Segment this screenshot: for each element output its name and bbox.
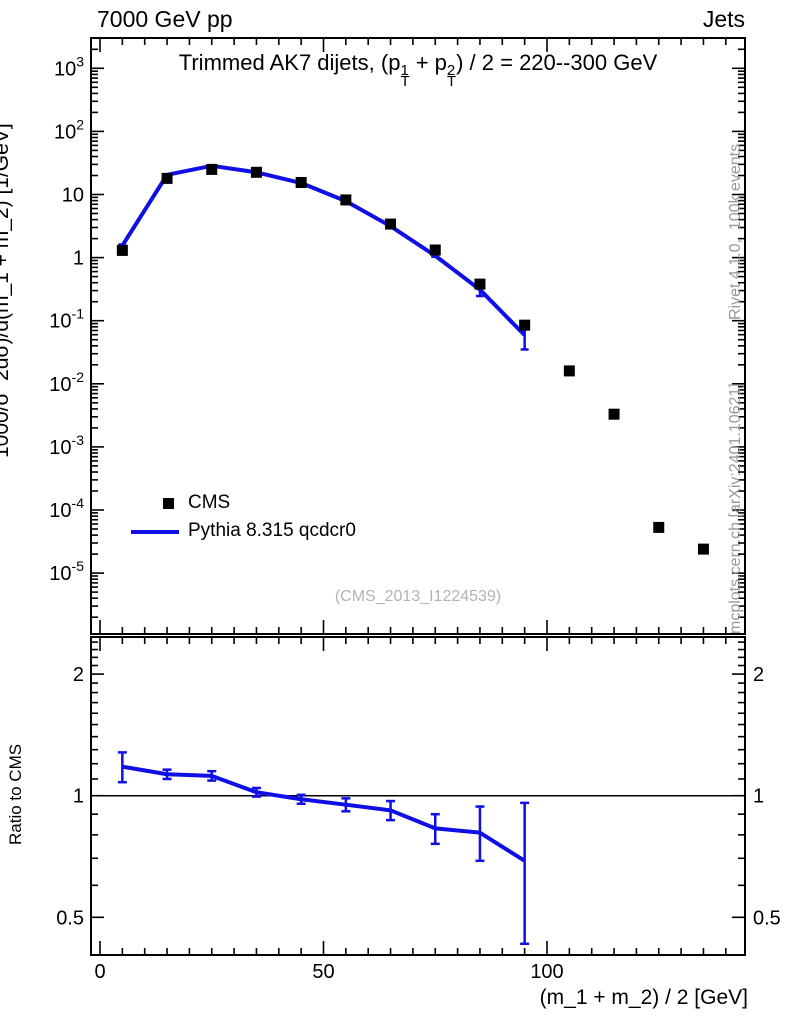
rivet-version-label: Rivet 4.1.0, 100k events: [727, 143, 744, 320]
y-axis-label-main: 1000/σ 2dσ)/d(m_1 + m_2) [1/GeV]: [0, 123, 13, 458]
svg-text:0: 0: [94, 961, 105, 983]
svg-text:2: 2: [73, 664, 84, 686]
cms-data-point: [474, 278, 486, 290]
svg-text:102: 102: [54, 116, 84, 143]
analysis-group-label: Jets: [702, 6, 745, 32]
pythia-line: [120, 163, 527, 337]
svg-text:1: 1: [753, 786, 764, 808]
svg-text:10-2: 10-2: [49, 369, 84, 396]
pt1-subscript: T: [400, 73, 410, 90]
cms-marker-swatch: [163, 498, 174, 509]
svg-text:0.5: 0.5: [753, 907, 781, 929]
svg-text:50: 50: [312, 961, 334, 983]
cms-data-point: [697, 543, 709, 555]
pt2-subscript: T: [446, 73, 457, 90]
cms-markers: [116, 163, 709, 555]
svg-text:1: 1: [73, 248, 84, 270]
ratio-error-bars: [117, 751, 530, 946]
cms-data-point: [429, 244, 441, 256]
svg-text:100: 100: [530, 961, 563, 983]
main-panel-frame: [90, 37, 746, 635]
cms-data-point: [519, 319, 531, 331]
svg-text:10-4: 10-4: [49, 495, 84, 522]
title-text-2: + p: [409, 50, 447, 75]
pt2-superscript: 2: [446, 62, 456, 79]
svg-text:1: 1: [73, 786, 84, 808]
title-text-1: Trimmed AK7 dijets, (p: [178, 50, 401, 75]
svg-text:10-3: 10-3: [49, 432, 84, 459]
cms-data-point: [161, 172, 173, 184]
cms-data-point: [385, 218, 397, 230]
cms-data-point: [608, 408, 620, 420]
y-axis-label-ratio: Ratio to CMS: [6, 743, 25, 845]
beam-energy-label: 7000 GeV pp: [97, 6, 233, 32]
plot-title: Trimmed AK7 dijets, (p 1 T + p 2 T) / 2 = 22…: [91, 50, 745, 89]
title-text-3: ) / 2 = 220--300 GeV: [456, 50, 658, 75]
cms-data-point: [295, 176, 307, 188]
svg-text:10: 10: [62, 185, 84, 207]
svg-text:0.5: 0.5: [56, 907, 84, 929]
cms-data-point: [206, 163, 218, 175]
cms-data-point: [116, 244, 128, 256]
watermark-label: (CMS_2013_I1224539): [334, 588, 502, 605]
cms-data-point: [563, 365, 575, 377]
cms-data-point: [653, 521, 665, 533]
svg-text:2: 2: [753, 664, 764, 686]
svg-text:10-5: 10-5: [49, 558, 84, 585]
ratio-line: [122, 764, 526, 863]
svg-text:10-1: 10-1: [49, 306, 84, 333]
cms-data-point: [250, 166, 262, 178]
svg-text:103: 103: [54, 53, 84, 80]
legend-label-cms: CMS: [188, 492, 231, 513]
cms-data-point: [340, 194, 352, 206]
pythia-line-swatch: [131, 530, 179, 534]
x-axis-label: (m_1 + m_2) / 2 [GeV]: [539, 986, 748, 1009]
legend-label-pythia: Pythia 8.315 qcdcr0: [188, 520, 356, 541]
tick-marks: [91, 37, 745, 955]
pt1-superscript: 1: [400, 62, 409, 79]
mcplots-arxiv-label: mcplots.cern.ch [arXiv:2401.10621]: [727, 383, 744, 634]
